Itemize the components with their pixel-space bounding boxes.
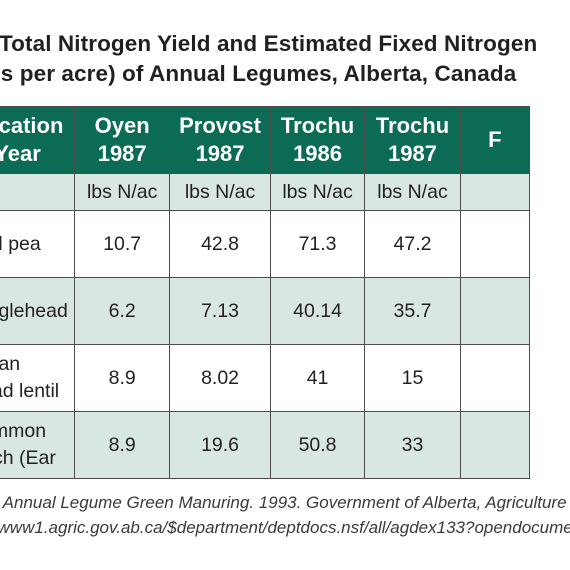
table-cell: 40.14 (269, 277, 366, 345)
header-year: 1987 (97, 141, 147, 166)
header-location-year: Location Year (0, 106, 76, 174)
table-row: Tanglehead 6.2 7.13 40.14 35.7 (0, 277, 531, 345)
header-year: 1987 (195, 141, 245, 166)
row-label-line: Indian (0, 353, 21, 375)
row-label-line: Common (0, 420, 47, 442)
header-site: Provost (179, 113, 261, 138)
header-label-line: Location (0, 113, 64, 138)
table-cell: 19.6 (169, 411, 271, 479)
table-cell: 6.2 (74, 277, 171, 345)
header-year: 1986 (293, 141, 343, 166)
header-label-line: Year (0, 141, 41, 166)
table-title-line-1: Total Nitrogen Yield and Estimated Fixed… (0, 31, 538, 56)
units-row: lbs N/ac lbs N/ac lbs N/ac lbs N/ac (0, 173, 531, 211)
unit-cell: lbs N/ac (269, 173, 366, 211)
row-label: Indian Head lentil (0, 344, 76, 412)
header-trochu-1987: Trochu 1987 (364, 106, 461, 174)
row-label-line: Tanglehead (0, 299, 68, 322)
row-label: field pea (0, 210, 76, 278)
table-cell: 35.7 (364, 277, 461, 345)
unit-cell: lbs N/ac (74, 173, 171, 211)
table-row: field pea 10.7 42.8 71.3 47.2 (0, 210, 531, 278)
unit-cell (0, 173, 76, 211)
table-cell: 8.02 (169, 344, 271, 412)
nitrogen-yield-table: Location Year Oyen 1987 Provost 1987 Tro… (0, 106, 531, 479)
source-citation: Source: Annual Legume Green Manuring. 19… (0, 493, 570, 512)
header-provost-1987: Provost 1987 (169, 106, 271, 174)
table-cell (459, 344, 531, 412)
header-site: Trochu (280, 113, 355, 138)
table-row: Indian Head lentil 8.9 8.02 41 15 (0, 344, 531, 412)
header-trochu-1986: Trochu 1986 (269, 106, 366, 174)
table-cell: 7.13 (169, 277, 271, 345)
header-row: Location Year Oyen 1987 Provost 1987 Tro… (0, 106, 531, 174)
table-cell: 42.8 (169, 210, 271, 278)
row-label: Common vetch (Ear (0, 411, 76, 479)
unit-cell: lbs N/ac (364, 173, 461, 211)
table-cell: 8.9 (74, 411, 171, 479)
table-cell: 8.9 (74, 344, 171, 412)
table-cell: 15 (364, 344, 461, 412)
unit-cell (459, 173, 531, 211)
table-cell: 41 (269, 344, 366, 412)
header-site: Trochu (375, 113, 450, 138)
table-cell (459, 411, 531, 479)
table-cell: 47.2 (364, 210, 461, 278)
header-year: 1987 (388, 141, 437, 166)
table-cell: 33 (364, 411, 461, 479)
table-cell: 50.8 (269, 411, 366, 479)
row-label-line: vetch (Ear (0, 447, 56, 469)
unit-cell: lbs N/ac (169, 173, 271, 211)
row-label-line: Head lentil (0, 380, 60, 402)
table-cell (459, 210, 531, 278)
header-oyen-1987: Oyen 1987 (74, 106, 171, 174)
table-cell: 71.3 (269, 210, 366, 278)
header-partial-column: F (459, 106, 531, 174)
table-row: Common vetch (Ear 8.9 19.6 50.8 33 (0, 411, 531, 479)
source-url[interactable]: http://www1.agric.gov.ab.ca/$department/… (0, 518, 570, 537)
row-label-line: field pea (0, 232, 41, 255)
header-site: Oyen (94, 113, 150, 138)
row-label: Tanglehead (0, 277, 76, 345)
table-title-line-2: (lbs per acre) of Annual Legumes, Albert… (0, 61, 517, 86)
table-cell: 10.7 (74, 210, 171, 278)
table-cell (459, 277, 531, 345)
header-site: F (488, 127, 502, 152)
